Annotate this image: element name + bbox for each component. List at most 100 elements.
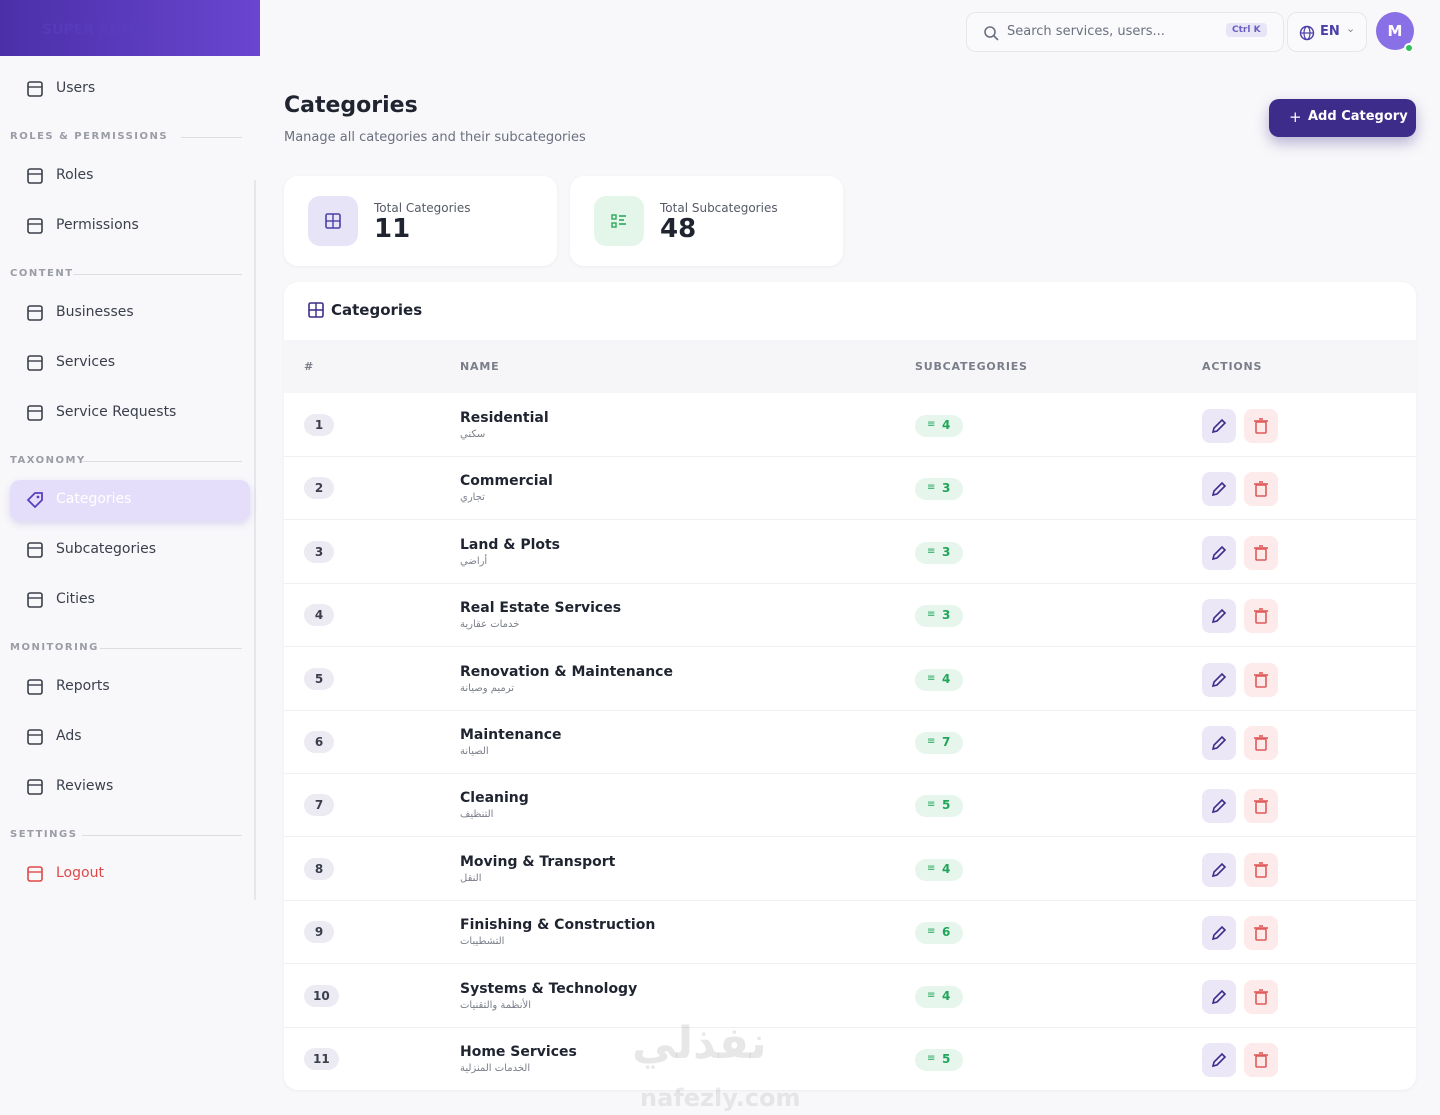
subcategory-count: 3 — [942, 481, 951, 496]
nav-section-label: CONTENT — [10, 268, 74, 279]
category-name-ar: التنظيف — [460, 809, 494, 821]
list-glyph: ≡ — [927, 482, 936, 494]
list-glyph: ≡ — [927, 419, 936, 430]
icon — [1209, 796, 1229, 816]
edit-button[interactable] — [1202, 409, 1236, 443]
list-glyph: ≡ — [927, 926, 936, 938]
nav-item[interactable]: Cities — [56, 591, 95, 607]
delete-button[interactable] — [1244, 1043, 1278, 1077]
category-name: Systems & Technology — [460, 980, 638, 997]
edit-button[interactable] — [1202, 726, 1236, 760]
category-name-ar: خدمات عقارية — [460, 619, 520, 631]
nav-item[interactable]: Businesses — [56, 304, 134, 320]
icon — [1251, 479, 1271, 499]
stat-card: Total Subcategories 48 — [570, 176, 843, 266]
edit-button[interactable] — [1202, 1043, 1236, 1077]
delete-button[interactable] — [1244, 472, 1278, 507]
icon — [1251, 543, 1271, 563]
nav-item[interactable]: Roles — [56, 167, 94, 183]
delete-button[interactable] — [1244, 979, 1278, 1014]
brand-bar — [0, 0, 260, 56]
edit-button[interactable] — [1202, 852, 1236, 887]
table-row: 8 Moving & Transport النقل 4 ≡ — [284, 838, 1416, 901]
subcategory-badge: 4 ≡ — [915, 415, 963, 437]
list-glyph: ≡ — [927, 736, 936, 747]
language-switch[interactable]: EN ⌄ — [1287, 12, 1367, 52]
search-box[interactable]: Search services, users... Ctrl K — [966, 12, 1284, 52]
shortcut-badge: Ctrl K — [1226, 23, 1267, 37]
index-badge: 1 — [304, 414, 334, 436]
subcategory-badge: 4 ≡ — [915, 985, 963, 1008]
category-name-ar: الخدمات المنزلية — [460, 1063, 531, 1074]
delete-button[interactable] — [1244, 535, 1278, 570]
edit-button[interactable] — [1202, 535, 1236, 570]
icon — [1251, 1050, 1271, 1070]
table-row: 4 Real Estate Services خدمات عقارية 3 ≡ — [284, 584, 1416, 648]
delete-button[interactable] — [1244, 789, 1278, 824]
delete-button[interactable] — [1244, 599, 1278, 634]
stat-label: Total Categories — [374, 201, 471, 215]
column-header: # — [304, 360, 315, 373]
icon — [1209, 670, 1229, 690]
stat-value: 11 — [374, 214, 411, 244]
nav-item[interactable]: Reports — [56, 678, 110, 694]
edit-button[interactable] — [1202, 662, 1236, 697]
watermark-arabic: نفذلي — [632, 1018, 767, 1069]
icon — [25, 166, 45, 186]
edit-button[interactable] — [1202, 599, 1236, 634]
nav-item[interactable]: Users — [56, 80, 96, 96]
category-name-ar: الصيانة — [460, 746, 489, 757]
section-rule — [181, 137, 242, 138]
delete-button[interactable] — [1244, 852, 1278, 887]
table-row: 9 Finishing & Construction التشطيبات 6 ≡ — [284, 901, 1416, 965]
edit-button[interactable] — [1202, 979, 1236, 1014]
list-glyph: ≡ — [927, 672, 936, 684]
subcategory-count: 6 — [942, 925, 951, 940]
table-row: 1 Residential سكني 4 ≡ — [284, 394, 1416, 457]
stat-label: Total Subcategories — [660, 201, 778, 215]
nav-item[interactable]: Service Requests — [56, 404, 177, 420]
page-title: Categories — [284, 93, 418, 118]
status-dot — [1404, 43, 1414, 53]
category-name-ar: النقل — [460, 872, 482, 884]
nav-item[interactable]: Reviews — [56, 778, 114, 794]
edit-button[interactable] — [1202, 472, 1236, 507]
category-name-ar: تجاري — [460, 492, 485, 504]
nav-item[interactable]: Categories — [56, 491, 132, 507]
icon — [609, 211, 629, 231]
icon — [1251, 416, 1271, 436]
icon — [1251, 670, 1271, 690]
subcategory-count: 4 — [942, 418, 951, 432]
nav-item[interactable]: Permissions — [56, 217, 139, 233]
nav-item[interactable]: Logout — [56, 865, 104, 881]
icon — [25, 727, 45, 747]
nav-item[interactable]: Services — [56, 354, 116, 370]
category-name: Finishing & Construction — [460, 917, 656, 934]
index-badge: 3 — [304, 540, 334, 563]
edit-button[interactable] — [1202, 789, 1236, 824]
delete-button[interactable] — [1244, 662, 1278, 697]
column-header: SUBCATEGORIES — [915, 360, 1028, 373]
category-name: Moving & Transport — [460, 853, 616, 870]
category-name-ar: سكني — [460, 429, 486, 440]
stat-icon-box — [308, 196, 358, 246]
watermark-latin: nafezly.com — [640, 1084, 801, 1112]
table-row: 5 Renovation & Maintenance ترميم وصيانة 4 ≡ — [284, 648, 1416, 711]
nav-section-label: TAXONOMY — [10, 455, 86, 466]
delete-button[interactable] — [1244, 726, 1278, 760]
subcategory-badge: 4 ≡ — [915, 668, 963, 691]
nav-item[interactable]: Subcategories — [56, 541, 157, 557]
icon — [25, 540, 45, 560]
subcategory-badge: 3 ≡ — [915, 541, 963, 564]
icon — [25, 79, 45, 99]
delete-button[interactable] — [1244, 916, 1278, 951]
table-row: 7 Cleaning التنظيف 5 ≡ — [284, 774, 1416, 838]
index-badge: 9 — [304, 921, 334, 944]
edit-button[interactable] — [1202, 916, 1236, 951]
icon — [1297, 23, 1317, 43]
add-category-button[interactable]: + Add Category — [1269, 99, 1416, 137]
nav-item[interactable]: Ads — [56, 728, 82, 744]
search-placeholder: Search services, users... — [1007, 24, 1165, 39]
delete-button[interactable] — [1244, 409, 1278, 443]
